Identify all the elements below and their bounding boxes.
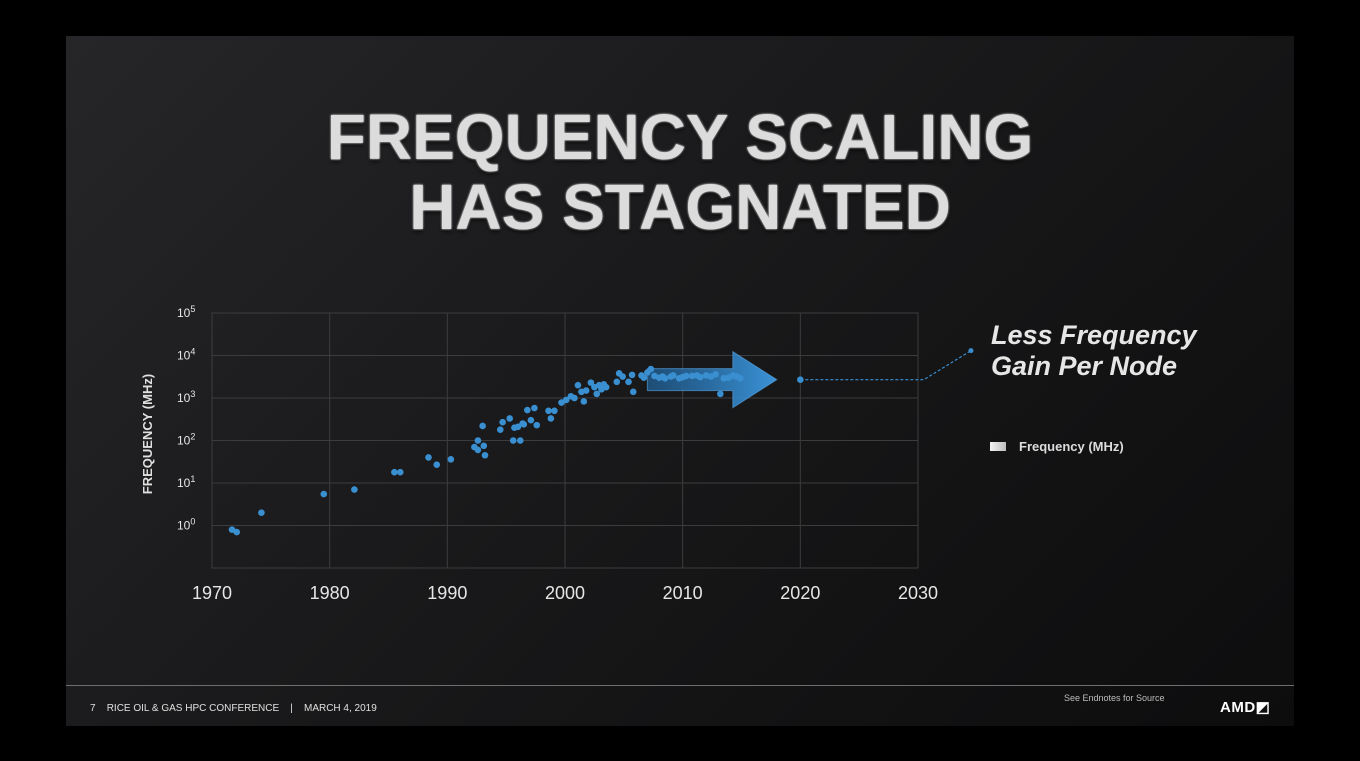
data-point xyxy=(717,390,724,398)
title-line-1: FREQUENCY SCALING xyxy=(326,101,1034,173)
trend-layer xyxy=(646,348,974,409)
data-point xyxy=(516,437,524,444)
annotation-line-2: Gain Per Node xyxy=(991,351,1178,381)
amd-logo: AMD◩ xyxy=(1220,699,1271,716)
annotation-text: Less Frequency Gain Per Node xyxy=(991,320,1197,382)
data-point xyxy=(797,376,804,383)
data-point xyxy=(531,404,538,412)
y-tick-label: 104 xyxy=(177,347,195,363)
data-point xyxy=(629,388,637,396)
projection-line xyxy=(800,350,972,381)
data-point xyxy=(602,383,610,391)
data-point xyxy=(712,371,719,378)
annotation-line-1: Less Frequency xyxy=(991,320,1197,350)
data-point xyxy=(520,421,528,428)
legend-label: Frequency (MHz) xyxy=(1019,439,1124,454)
y-tick-label: 102 xyxy=(177,432,195,448)
data-point xyxy=(425,454,432,461)
x-tick-label: 1980 xyxy=(310,583,350,603)
y-axis-label: FREQUENCY (MHz) xyxy=(140,374,155,494)
data-point xyxy=(351,486,358,493)
data-point xyxy=(587,379,595,386)
footer-source-note: See Endnotes for Source xyxy=(1064,693,1165,703)
data-point xyxy=(551,407,558,415)
x-tick-label: 2030 xyxy=(898,583,938,603)
footer-date: MARCH 4, 2019 xyxy=(303,703,377,714)
data-point xyxy=(547,415,555,422)
y-tick-label: 101 xyxy=(177,474,195,490)
data-point xyxy=(562,396,570,404)
data-point xyxy=(571,394,578,402)
data-point xyxy=(479,422,486,430)
data-point xyxy=(545,407,552,415)
footer-separator: | xyxy=(290,703,293,714)
trend-arrow xyxy=(646,350,778,409)
slide: FREQUENCY SCALING HAS STAGNATED 1970 1980… xyxy=(66,36,1294,726)
x-tick-label: 1990 xyxy=(427,583,467,603)
data-point xyxy=(647,365,655,373)
data-point xyxy=(506,415,513,422)
title-line-2: HAS STAGNATED xyxy=(409,171,951,243)
data-point xyxy=(233,528,241,536)
data-point xyxy=(447,456,455,463)
x-tick-label: 1970 xyxy=(192,583,232,603)
data-point xyxy=(533,421,541,429)
frequency-chart: 1970 1980 1990 2000 2010 2020 2030 10510410310… xyxy=(140,304,974,603)
data-point xyxy=(737,375,744,382)
x-tick-label: 2010 xyxy=(663,583,703,603)
data-point xyxy=(474,437,482,444)
data-point xyxy=(474,446,482,454)
legend-swatch xyxy=(990,442,1006,451)
footer-divider xyxy=(66,685,1294,686)
footer-conference: RICE OIL & GAS HPC CONFERENCE xyxy=(106,703,280,714)
data-point xyxy=(640,374,648,382)
data-point xyxy=(613,378,621,386)
data-point xyxy=(580,398,588,405)
data-point xyxy=(433,461,441,468)
data-point xyxy=(527,416,535,424)
data-point xyxy=(258,509,265,517)
data-point xyxy=(619,373,626,380)
data-points xyxy=(228,365,804,536)
x-axis-ticks: 1970 1980 1990 2000 2010 2020 2030 xyxy=(192,583,938,603)
footer-info: 7 RICE OIL & GAS HPC CONFERENCE | MARCH … xyxy=(90,703,377,714)
data-point xyxy=(509,437,517,444)
data-point xyxy=(574,381,582,389)
projection-end-point xyxy=(968,348,974,354)
footer-page-number: 7 xyxy=(90,703,96,714)
data-point xyxy=(480,442,488,450)
y-tick-label: 100 xyxy=(177,517,195,533)
data-point xyxy=(582,387,590,394)
data-point xyxy=(593,390,601,398)
data-point xyxy=(661,375,669,382)
data-point xyxy=(499,418,506,426)
data-point xyxy=(669,372,677,379)
x-tick-label: 2020 xyxy=(780,583,820,603)
data-point xyxy=(625,378,632,386)
data-point xyxy=(391,468,398,476)
data-point xyxy=(320,490,328,498)
chart-grid xyxy=(211,312,919,569)
data-point xyxy=(514,423,522,431)
chart-legend: Frequency (MHz) xyxy=(990,439,1124,454)
x-tick-label: 2000 xyxy=(545,583,585,603)
y-axis-ticks: 105 104 103 102 101 100 xyxy=(177,304,195,533)
data-point xyxy=(481,451,489,459)
y-tick-label: 105 xyxy=(177,304,195,320)
data-point xyxy=(628,371,636,379)
data-point xyxy=(496,426,504,433)
y-tick-label: 103 xyxy=(177,389,195,405)
data-point xyxy=(524,406,531,414)
data-point xyxy=(682,372,690,380)
data-point xyxy=(396,468,404,476)
slide-title: FREQUENCY SCALING HAS STAGNATED xyxy=(66,102,1294,242)
data-point xyxy=(697,373,704,381)
